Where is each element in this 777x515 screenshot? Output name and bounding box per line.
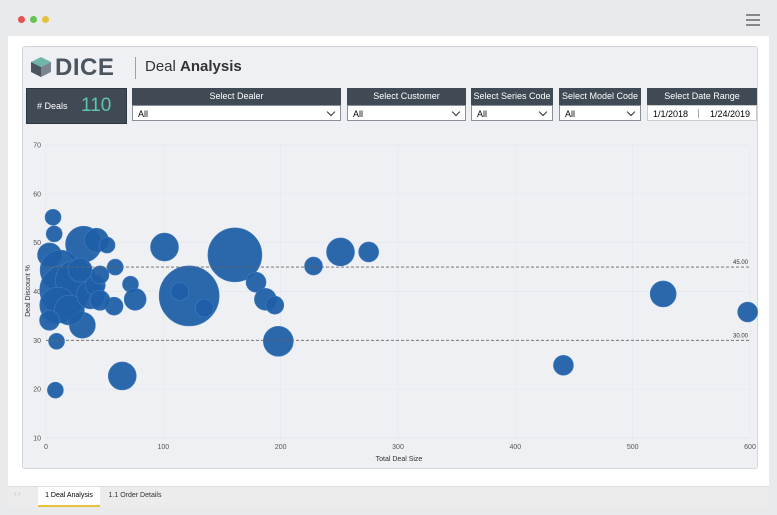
y-tick-label: 60	[33, 191, 41, 198]
tab[interactable]: 1.1 Order Details	[108, 492, 162, 499]
filter-label: Select Series Code	[471, 88, 553, 105]
filter-value: All	[565, 109, 576, 119]
close-button[interactable]	[18, 16, 25, 23]
y-tick-label: 20	[33, 387, 41, 394]
title-prefix: Deal	[145, 58, 176, 75]
x-tick-label: 100	[157, 444, 169, 451]
filter[interactable]: Select Model Code All	[559, 88, 641, 121]
y-tick-label: 10	[33, 436, 41, 443]
x-tick-label: 400	[509, 444, 521, 451]
logo-icon	[31, 57, 51, 77]
bubble	[265, 295, 285, 315]
date-range[interactable]: 1/1/2018 1/24/2019	[647, 105, 757, 121]
bubble	[106, 258, 124, 276]
bubble	[107, 361, 137, 391]
reference-label: 45.00	[733, 260, 749, 266]
y-axis-label: Deal Discount %	[25, 265, 32, 317]
x-axis-label: Total Deal Size	[376, 456, 423, 463]
title-main: Analysis	[180, 58, 242, 75]
bubble	[245, 271, 267, 293]
bubble	[67, 257, 93, 283]
bubble	[326, 237, 355, 267]
logo-text: DICE	[55, 54, 115, 81]
date-filter[interactable]: Select Date Range 1/1/2018 1/24/2019	[647, 88, 757, 121]
kpi-value: 110	[81, 95, 112, 116]
x-tick-label: 500	[627, 444, 639, 451]
filter-label: Select Model Code	[559, 88, 641, 105]
bubble	[45, 225, 63, 243]
bubble	[48, 333, 65, 350]
kpi-label: # Deals	[37, 101, 68, 111]
bubble	[98, 236, 116, 254]
bubble	[89, 289, 111, 311]
filter-label: Select Customer	[347, 88, 466, 105]
filter-label: Select Dealer	[132, 88, 341, 105]
tab[interactable]: 1 Deal Analysis	[38, 487, 100, 507]
x-tick-label: 600	[744, 444, 756, 451]
tab-nav[interactable]: ‹ ›	[14, 491, 21, 498]
y-tick-label: 30	[33, 338, 41, 345]
filter-label: Select Date Range	[647, 88, 757, 105]
filter-value: All	[477, 109, 488, 119]
reference-label: 30.00	[733, 333, 749, 339]
y-tick-label: 50	[33, 240, 41, 247]
bubble	[44, 208, 62, 226]
filter-select[interactable]: All	[347, 105, 466, 121]
filter-select[interactable]: All	[559, 105, 641, 121]
filter[interactable]: Select Series Code All	[471, 88, 553, 121]
filter-select[interactable]: All	[471, 105, 553, 121]
bubble	[263, 326, 294, 357]
date-to[interactable]: 1/24/2019	[710, 109, 751, 119]
filter-value: All	[353, 109, 364, 119]
maximize-button[interactable]	[30, 16, 37, 23]
bubble	[47, 381, 64, 399]
x-tick-label: 200	[275, 444, 287, 451]
bubble	[304, 256, 323, 276]
bubble	[54, 294, 85, 326]
bubble	[170, 282, 190, 301]
y-tick-label: 40	[33, 289, 41, 296]
bubble	[39, 310, 60, 331]
date-from[interactable]: 1/1/2018	[653, 109, 689, 119]
bubble	[207, 227, 263, 283]
y-tick-label: 70	[33, 143, 41, 150]
bubble	[123, 288, 147, 311]
menu-button[interactable]	[746, 14, 760, 26]
bubble	[649, 280, 677, 308]
bubble	[737, 301, 758, 323]
filter[interactable]: Select Dealer All	[132, 88, 341, 121]
bubble	[195, 298, 214, 318]
x-tick-label: 300	[392, 444, 404, 451]
filter[interactable]: Select Customer All	[347, 88, 466, 121]
filter-select[interactable]: All	[132, 105, 341, 121]
minimize-button[interactable]	[42, 16, 49, 23]
bubble	[158, 265, 220, 327]
filter-value: All	[138, 109, 149, 119]
bubble	[150, 232, 179, 262]
bubble	[553, 354, 574, 376]
bubble	[90, 265, 110, 285]
bubble	[358, 241, 379, 263]
kpi-card: # Deals 110	[26, 88, 127, 124]
tab-bar	[8, 486, 769, 507]
x-tick-label: 0	[44, 444, 48, 451]
divider	[135, 57, 136, 79]
page-title: Deal Analysis	[145, 58, 242, 75]
